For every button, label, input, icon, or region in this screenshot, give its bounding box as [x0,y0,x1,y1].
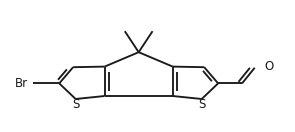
Text: S: S [72,98,79,111]
Text: Br: Br [15,77,28,90]
Text: O: O [265,60,274,72]
Text: S: S [198,98,205,111]
